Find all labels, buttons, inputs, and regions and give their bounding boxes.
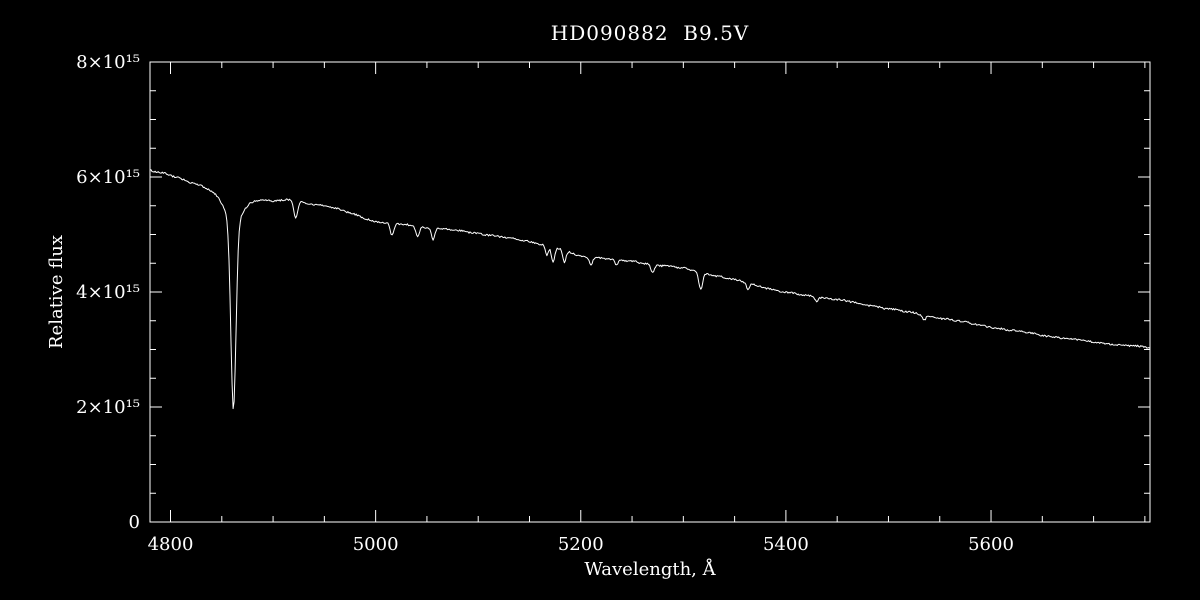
x-tick-label: 5200 <box>558 534 604 555</box>
x-tick-label: 5600 <box>968 534 1014 555</box>
chart-title: HD090882 B9.5V <box>551 21 750 45</box>
x-axis-label: Wavelength, Å <box>584 558 716 580</box>
y-tick-label: 2×10¹⁵ <box>76 397 140 418</box>
y-tick-label: 6×10¹⁵ <box>76 167 140 188</box>
plot-frame <box>149 61 1151 523</box>
spectrum-line <box>150 169 1150 410</box>
x-tick-label: 5000 <box>353 534 399 555</box>
x-tick-label: 4800 <box>148 534 194 555</box>
y-tick-label: 0 <box>129 512 140 533</box>
y-tick-label: 8×10¹⁵ <box>76 52 140 73</box>
y-axis-label: Relative flux <box>46 235 67 349</box>
x-tick-label: 5400 <box>763 534 809 555</box>
y-tick-label: 4×10¹⁵ <box>76 282 140 303</box>
axis-ticks <box>150 61 1150 523</box>
axis-tick-labels: 4800 5000 5200 5400 5600 0 2×10¹⁵ 4×10¹⁵ 6×10¹⁵ 8… <box>76 52 1014 555</box>
